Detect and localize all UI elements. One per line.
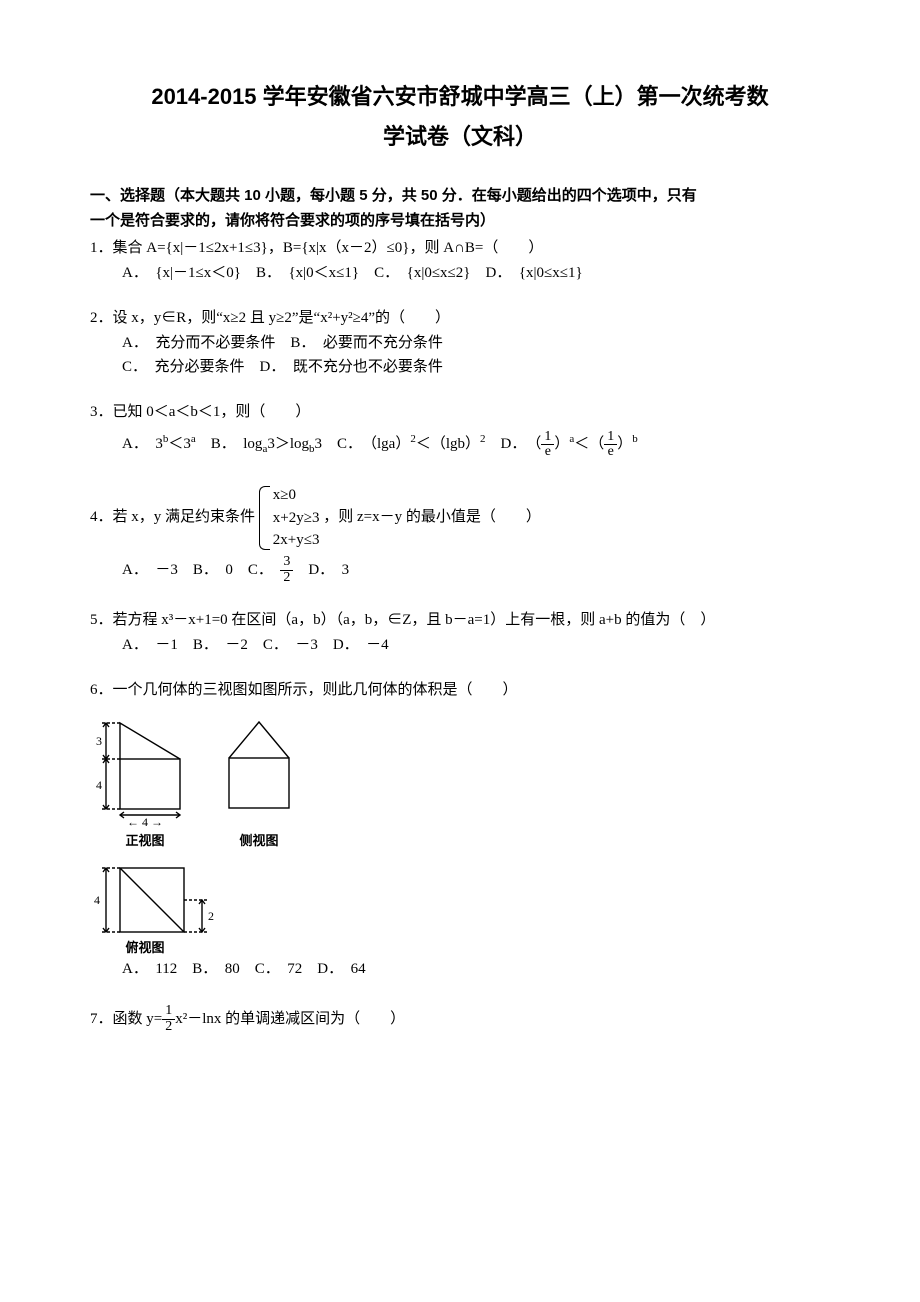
q4-frac-den: 2 — [280, 571, 293, 586]
side-view-block: 侧视图 — [214, 708, 304, 851]
q6-options: A． 112 B． 80 C． 72 D． 64 — [90, 958, 830, 981]
q3-frac-1-den: e — [541, 445, 554, 460]
page-title-line1: 2014-2015 学年安徽省六安市舒城中学高三（上）第一次统考数 — [90, 80, 830, 114]
q3-frac-1: 1e — [541, 430, 554, 460]
question-2: 2．设 x，y∈R，则“x≥2 且 y≥2”是“x²+y²≥4”的（ ） A． … — [90, 307, 830, 379]
q4-sys-row1: x≥0 — [273, 484, 320, 507]
side-view-svg — [214, 708, 304, 818]
q3-optC-pre: 3 C． （lga） — [315, 436, 411, 452]
question-7: 7．函数 y=12x²－lnx 的单调递减区间为（ ） — [90, 1003, 830, 1036]
q4-frac-num: 3 — [280, 555, 293, 571]
q7-post: x²－lnx 的单调递减区间为（ ） — [175, 1011, 405, 1027]
q5-stem: 5．若方程 x³－x+1=0 在区间（a，b）（a，b，∈Z，且 b－a=1）上… — [90, 609, 830, 632]
q2-stem: 2．设 x，y∈R，则“x≥2 且 y≥2”是“x²+y²≥4”的（ ） — [90, 307, 830, 330]
front-dim-3: 3 — [96, 734, 102, 748]
q3-optA-post: B． log — [196, 436, 263, 452]
q3-optD-pre: D． （ — [486, 436, 542, 452]
q6-three-views: 3 4 ← 4 → 正视图 侧视图 — [90, 708, 830, 957]
q4-sys-row2: x+2y≥3 — [273, 507, 320, 530]
side-view-caption: 侧视图 — [214, 831, 304, 851]
top-dim-4: 4 — [94, 893, 100, 907]
q7-stem: 7．函数 y=12x²－lnx 的单调递减区间为（ ） — [90, 1003, 830, 1036]
q3-optD-lt: ＜（ — [574, 436, 604, 452]
top-view-block: 4 2 俯视图 — [90, 858, 830, 958]
question-4: 4．若 x，y 满足约束条件 x≥0 x+2y≥3 2x+y≤3 ，则 z=x－… — [90, 484, 830, 587]
q4-post: ，则 z=x－y 的最小值是（ ） — [323, 509, 541, 525]
q3-frac-2: 1e — [604, 430, 617, 460]
q4-opts-post: D． 3 — [293, 562, 349, 578]
question-3: 3．已知 0＜a＜b＜1，则（ ） A． 3b＜3a B． loga3＞logb… — [90, 401, 830, 462]
question-6: 6．一个几何体的三视图如图所示，则此几何体的体积是（ ） — [90, 679, 830, 981]
q5-options: A． －1 B． －2 C． －3 D． －4 — [90, 634, 830, 657]
top-view-caption: 俯视图 — [90, 938, 200, 958]
q3-optA-pre: A． 3 — [122, 436, 163, 452]
q3-optD-mid: ） — [554, 436, 569, 452]
q3-frac-2-num: 1 — [604, 430, 617, 446]
q3-stem: 3．已知 0＜a＜b＜1，则（ ） — [90, 401, 830, 424]
q3-optC-mid: ＜（lgb） — [416, 436, 480, 452]
q4-opts-pre: A． －3 B． 0 C． — [122, 562, 280, 578]
q7-pre: 7．函数 y= — [90, 1011, 162, 1027]
q3-frac-1-num: 1 — [541, 430, 554, 446]
top-view-svg: 4 2 — [90, 858, 240, 938]
q1-stem: 1．集合 A={x|－1≤2x+1≤3}，B={x|x（x－2）≤0}，则 A∩… — [90, 237, 830, 260]
top-dim-2: 2 — [208, 909, 214, 923]
q7-frac: 12 — [162, 1004, 175, 1034]
section-heading-line1: 一、选择题（本大题共 10 小题，每小题 5 分，共 50 分．在每小题给出的四… — [90, 184, 830, 207]
q4-system: x≥0 x+2y≥3 2x+y≤3 — [259, 484, 320, 552]
q3-optA-mid: ＜3 — [168, 436, 191, 452]
front-dim-4v: 4 — [96, 778, 102, 792]
q3-exp-b2: b — [632, 433, 638, 445]
q4-pre: 4．若 x，y 满足约束条件 — [90, 509, 255, 525]
question-5: 5．若方程 x³－x+1=0 在区间（a，b）（a，b，∈Z，且 b－a=1）上… — [90, 609, 830, 658]
q2-options-line2: C． 充分必要条件 D． 既不充分也不必要条件 — [90, 356, 830, 379]
front-view-svg: 3 4 — [90, 709, 200, 819]
q4-frac: 32 — [280, 555, 293, 585]
q3-optD-close: ） — [617, 436, 632, 452]
q7-frac-num: 1 — [162, 1004, 175, 1020]
q4-sys-row3: 2x+y≤3 — [273, 529, 320, 552]
front-view-block: 3 4 ← 4 → 正视图 — [90, 709, 200, 852]
front-view-caption: 正视图 — [90, 831, 200, 851]
section-heading-line2: 一个是符合要求的，请你将符合要求的项的序号填在括号内） — [90, 209, 830, 232]
q1-options: A． {x|－1≤x＜0} B． {x|0＜x≤1} C． {x|0≤x≤2} … — [90, 262, 830, 285]
q2-options-line1: A． 充分而不必要条件 B． 必要而不充分条件 — [90, 332, 830, 355]
q3-options: A． 3b＜3a B． loga3＞logb3 C． （lga）2＜（lgb）2… — [90, 426, 830, 462]
question-1: 1．集合 A={x|－1≤2x+1≤3}，B={x|x（x－2）≤0}，则 A∩… — [90, 237, 830, 286]
q3-frac-2-den: e — [604, 445, 617, 460]
q4-options: A． －3 B． 0 C． 32 D． 3 — [90, 554, 830, 587]
page-title-line2: 学试卷（文科） — [90, 120, 830, 154]
q3-optB-mid: 3＞log — [267, 436, 309, 452]
q4-stem: 4．若 x，y 满足约束条件 x≥0 x+2y≥3 2x+y≤3 ，则 z=x－… — [90, 484, 830, 552]
q7-frac-den: 2 — [162, 1020, 175, 1035]
q6-stem: 6．一个几何体的三视图如图所示，则此几何体的体积是（ ） — [90, 679, 830, 702]
